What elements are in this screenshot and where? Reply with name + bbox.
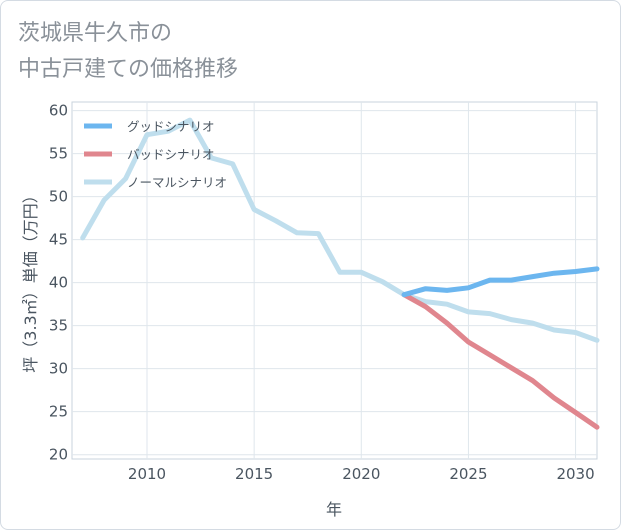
legend-label-normal: ノーマルシナリオ: [127, 175, 227, 190]
y-tick-label: 60: [49, 102, 68, 120]
chart-title-line-2: 中古戸建ての価格推移: [18, 57, 239, 82]
bad-scenario-line: [401, 292, 600, 430]
x-tick-label: 2010: [128, 465, 166, 483]
chart-title-line-1: 茨城県牛久市の: [18, 21, 173, 46]
chart-title: 茨城県牛久市の 中古戸建ての価格推移: [18, 16, 238, 88]
x-tick-label: 2020: [342, 465, 380, 483]
y-tick-label: 30: [49, 360, 68, 378]
x-tick-labels: 2010 2015 2020 2025 2030: [128, 465, 595, 483]
x-tick-label: 2030: [556, 465, 594, 483]
x-tick-label: 2025: [449, 465, 487, 483]
x-tick-label: 2015: [235, 465, 273, 483]
y-tick-label: 20: [49, 446, 68, 464]
y-tick-label: 45: [49, 231, 68, 249]
y-tick-label: 25: [49, 403, 68, 421]
normal-scenario-line: [80, 117, 600, 343]
legend-label-good: グッドシナリオ: [127, 119, 215, 134]
y-tick-label: 40: [49, 274, 68, 292]
x-axis-label: 年: [326, 500, 342, 519]
good-scenario-line: [401, 266, 600, 298]
y-tick-label: 50: [49, 188, 68, 206]
y-axis-label: 坪（3.3㎡）単価（万円）: [21, 187, 40, 372]
y-tick-label: 55: [49, 145, 68, 163]
series-lines: [80, 117, 600, 430]
y-tick-labels: 20 25 30 35 40 45 50 55 60: [49, 102, 68, 464]
legend-label-bad: バッドシナリオ: [127, 147, 215, 162]
y-tick-label: 35: [49, 317, 68, 335]
